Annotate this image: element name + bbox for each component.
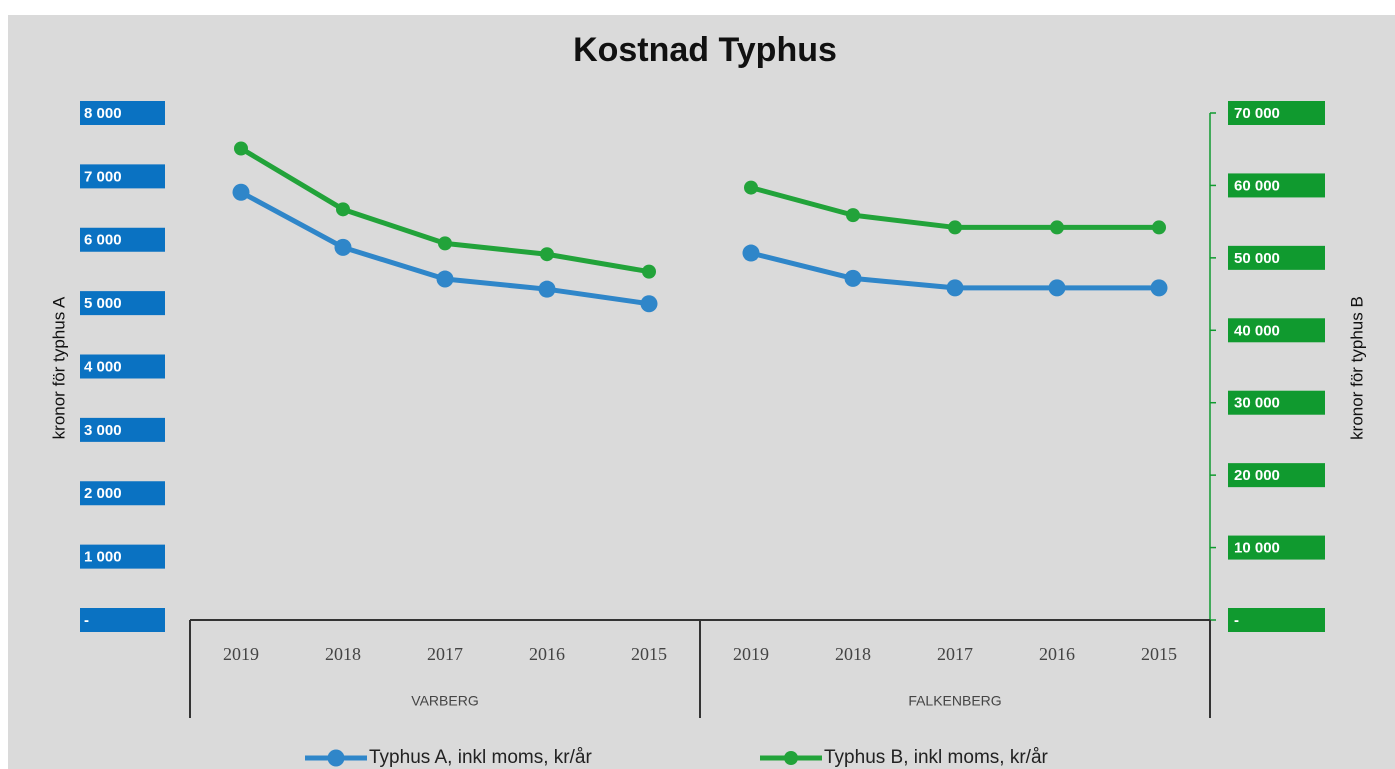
y-tick-label: 4 000 (84, 358, 122, 375)
y-tick-label: 5 000 (84, 295, 122, 312)
y-tick-box (80, 291, 165, 316)
data-point (438, 236, 452, 251)
data-point (1152, 220, 1166, 235)
legend-label: Typhus A, inkl moms, kr/år (369, 747, 592, 768)
data-point (1050, 220, 1064, 235)
y-tick-label: 7 000 (84, 168, 122, 185)
data-point (948, 220, 962, 235)
data-point (846, 208, 860, 223)
data-point (232, 183, 250, 201)
legend-marker (327, 749, 345, 767)
y-axis-label: kronor för typhus A (49, 296, 68, 439)
x-tick-label: 2015 (631, 644, 667, 664)
data-point (538, 280, 556, 298)
x-tick-label: 2017 (427, 644, 463, 664)
x-tick-label: 2018 (835, 644, 871, 664)
data-point (640, 295, 658, 313)
y2-tick-box (1228, 608, 1325, 632)
y2-tick-label: 60 000 (1234, 177, 1280, 194)
y2-tick-label: - (1234, 612, 1239, 629)
data-point (742, 244, 760, 262)
y2-tick-label: 30 000 (1234, 395, 1280, 412)
y2-tick-label: 70 000 (1234, 105, 1280, 122)
x-tick-label: 2015 (1141, 644, 1177, 664)
y2-tick-box (1228, 101, 1325, 125)
y2-tick-box (1228, 318, 1325, 343)
y2-tick-label: 10 000 (1234, 540, 1280, 557)
chart-background (8, 15, 1395, 769)
y2-tick-label: 20 000 (1234, 467, 1280, 484)
y-tick-box (80, 164, 165, 189)
y2-tick-label: 40 000 (1234, 322, 1280, 339)
legend-label: Typhus B, inkl moms, kr/år (824, 747, 1049, 768)
group-label: VARBERG (411, 693, 478, 709)
y-tick-box (80, 608, 165, 632)
y-tick-label: 1 000 (84, 549, 122, 566)
y-tick-label: 2 000 (84, 485, 122, 502)
y-tick-label: 6 000 (84, 232, 122, 249)
y2-axis-label: kronor för typhus B (1347, 296, 1366, 440)
y2-tick-box (1228, 390, 1325, 415)
data-point (1150, 279, 1168, 297)
data-point (946, 279, 964, 297)
y-tick-box (80, 417, 165, 442)
y-tick-label: 8 000 (84, 105, 122, 122)
y-tick-box (80, 544, 165, 569)
y2-tick-box (1228, 245, 1325, 270)
y-tick-box (80, 354, 165, 379)
x-tick-label: 2016 (1039, 644, 1075, 664)
y2-tick-box (1228, 173, 1325, 198)
x-tick-label: 2017 (937, 644, 973, 664)
data-point (334, 238, 352, 256)
y2-tick-box (1228, 463, 1325, 488)
data-point (744, 180, 758, 195)
y-tick-box (80, 227, 165, 252)
y-tick-label: - (84, 612, 89, 629)
y2-tick-label: 50 000 (1234, 250, 1280, 267)
y-tick-box (80, 481, 165, 506)
x-tick-label: 2018 (325, 644, 361, 664)
y2-tick-box (1228, 535, 1325, 560)
data-point (844, 269, 862, 287)
legend-marker (784, 751, 798, 765)
data-point (540, 247, 554, 262)
data-point (336, 202, 350, 217)
x-tick-label: 2019 (733, 644, 769, 664)
data-point (642, 264, 656, 279)
chart-title: Kostnad Typhus (573, 31, 837, 69)
x-tick-label: 2019 (223, 644, 259, 664)
data-point (1048, 279, 1066, 297)
data-point (234, 141, 248, 156)
y-tick-box (80, 101, 165, 125)
y-tick-label: 3 000 (84, 422, 122, 439)
data-point (436, 270, 454, 288)
x-tick-label: 2016 (529, 644, 565, 664)
group-label: FALKENBERG (908, 693, 1001, 709)
